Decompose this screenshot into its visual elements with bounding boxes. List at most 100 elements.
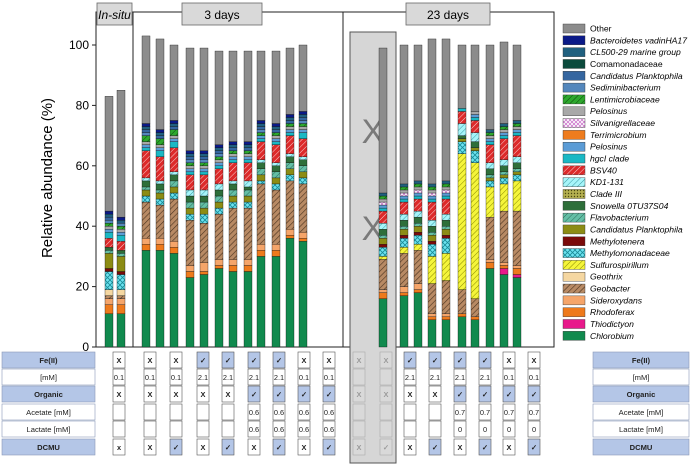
bar-segment-kd1-131 (228, 180, 238, 185)
bar-segment-bsv40 (499, 138, 509, 160)
table-cell-value: 2.1 (274, 373, 284, 382)
bar-segment-pelosinus (285, 129, 295, 133)
bar-segment-kd1-131 (499, 159, 509, 166)
bar-segment-lentimicrobiaceae (485, 132, 495, 136)
bar-segment-sideroxydans (427, 313, 437, 317)
legend-label-lentimicrobiaceae: Lentimicrobiaceae (590, 94, 660, 104)
bar-segment-candidatus-planktophila (141, 129, 151, 133)
table-row-label: Lactate [mM] (619, 425, 663, 434)
bar-segment-chlorobium (256, 256, 266, 348)
table-cell (272, 368, 286, 386)
table-cell (112, 368, 126, 386)
table-cell-value: X (532, 356, 537, 365)
table-cell-value: 2.1 (430, 373, 440, 382)
bar-sample-2 (116, 90, 126, 348)
bar-segment-kd1-131 (378, 223, 388, 230)
bar-segment-pelosinus (116, 232, 126, 236)
bar-segment-geobacter (256, 183, 266, 245)
bar-segment-kd1-131 (470, 132, 480, 142)
table-cell (428, 385, 442, 403)
bar-segment-other (104, 96, 114, 212)
bar-segment-flavobacterium (441, 226, 451, 230)
bar-segment-cl500-29-marine-group (243, 144, 253, 148)
bar-segment-geobacter (141, 201, 151, 239)
bar-segment-flavobacterium (155, 189, 165, 194)
bar-segment-lentimicrobiaceae (141, 135, 151, 142)
bar-segment-other (298, 44, 308, 112)
legend-swatch-lentimicrobiaceae (562, 94, 586, 105)
legend-swatch-rhodoferax (562, 307, 586, 317)
bar-segment-kd1-131 (298, 156, 308, 160)
bar-segment-candidatus-planktophila (441, 229, 451, 236)
bar-segment-lentimicrobiaceae (413, 183, 423, 188)
table-cell (453, 438, 467, 456)
table-cell (143, 403, 157, 421)
bar-segment-methylotenera (378, 244, 388, 248)
y-tick-label: 20 (76, 280, 90, 294)
legend-swatch-hgci-clade (562, 153, 586, 164)
table-cell (169, 368, 183, 386)
legend-swatch-bacteroidetes-vadinha17 (562, 35, 586, 46)
legend-label-other: Other (590, 24, 612, 34)
bar-segment-other (512, 44, 522, 121)
bar-segment-sideroxydans (214, 259, 224, 266)
bar-segment-candidatus-planktophila (169, 126, 179, 130)
bar-segment-chlorobium (271, 256, 281, 348)
bar-segment-other (116, 90, 126, 218)
bar-segment-pelosinus (485, 135, 495, 139)
bar-segment-flavobacterium (512, 168, 522, 173)
bar-segment-lentimicrobiaceae (285, 123, 295, 127)
table-cell (297, 438, 311, 456)
table-cell-value: ✓ (482, 443, 488, 452)
y-axis: 0 20 40 60 80 100 (69, 38, 96, 354)
bar-segment-chlorobium (199, 274, 209, 348)
table-cell-value: X (384, 356, 389, 365)
bar-segment-pelosinus (441, 186, 451, 191)
bar-segment-kd1-131 (214, 183, 224, 191)
bar-segment-silvanigrellaceae (441, 189, 451, 194)
bar-segment-pelosinus (243, 153, 253, 157)
bar-segment-bsv40 (285, 135, 295, 154)
table-row-label: Lactate [mM] (27, 425, 71, 434)
bar-segment-rhodoferax (214, 265, 224, 269)
table-cell (112, 403, 126, 421)
legend-swatch-sideroxydans (562, 295, 586, 306)
table-cell-value: X (201, 443, 206, 452)
table-cell-value: x (117, 443, 122, 452)
bar-segment-chlorobium (512, 277, 522, 348)
bar-segment-geobacter (427, 283, 437, 314)
table-cell-value: ✓ (457, 356, 463, 365)
bar-segment-pelosinus (470, 111, 480, 115)
bar-sample-20 (427, 38, 437, 348)
bar-segment-bsv40 (243, 162, 253, 182)
bar-segment-pelosinus (256, 135, 266, 139)
bar-segment-hgci-clade (285, 132, 295, 136)
bar-segment-pelosinus (155, 144, 165, 148)
bar-segment-other (427, 38, 437, 185)
table-cell-value: ✓ (251, 356, 257, 365)
bar-segment-pelosinus (228, 153, 238, 157)
bar-segment-methylotenera (116, 271, 126, 275)
y-axis-label: Relative abundance (%) (39, 98, 56, 258)
bar-segment-pelosinus (399, 195, 409, 200)
table-row-label-box (1, 368, 96, 386)
bar-segment-kd1-131 (271, 162, 281, 166)
bar-segment-geobacter (285, 180, 295, 230)
bar-segment-kd1-131 (155, 180, 165, 185)
group-label-3-days: 3 days (204, 8, 239, 22)
bar-sample-25 (499, 41, 509, 348)
bar-segment-sideroxydans (228, 259, 238, 266)
bar-segment-cl500-29-marine-group (141, 126, 151, 130)
bar-segment-snowella-0tu37s04 (378, 229, 388, 236)
bar-segment-snowella-0tu37s04 (185, 195, 195, 203)
table-cell-value: X (226, 390, 231, 399)
table-cell (502, 403, 516, 421)
bar-sample-8 (214, 50, 224, 348)
table-cell (453, 368, 467, 386)
bar-segment-geobacter (378, 259, 388, 290)
table-cell (379, 368, 393, 386)
table-cell (502, 420, 516, 438)
y-tick-label: 0 (82, 340, 89, 354)
legend-label-methylotenera: Methylotenera (590, 236, 645, 246)
legend-label-clade-iii: Clade III (590, 189, 623, 199)
